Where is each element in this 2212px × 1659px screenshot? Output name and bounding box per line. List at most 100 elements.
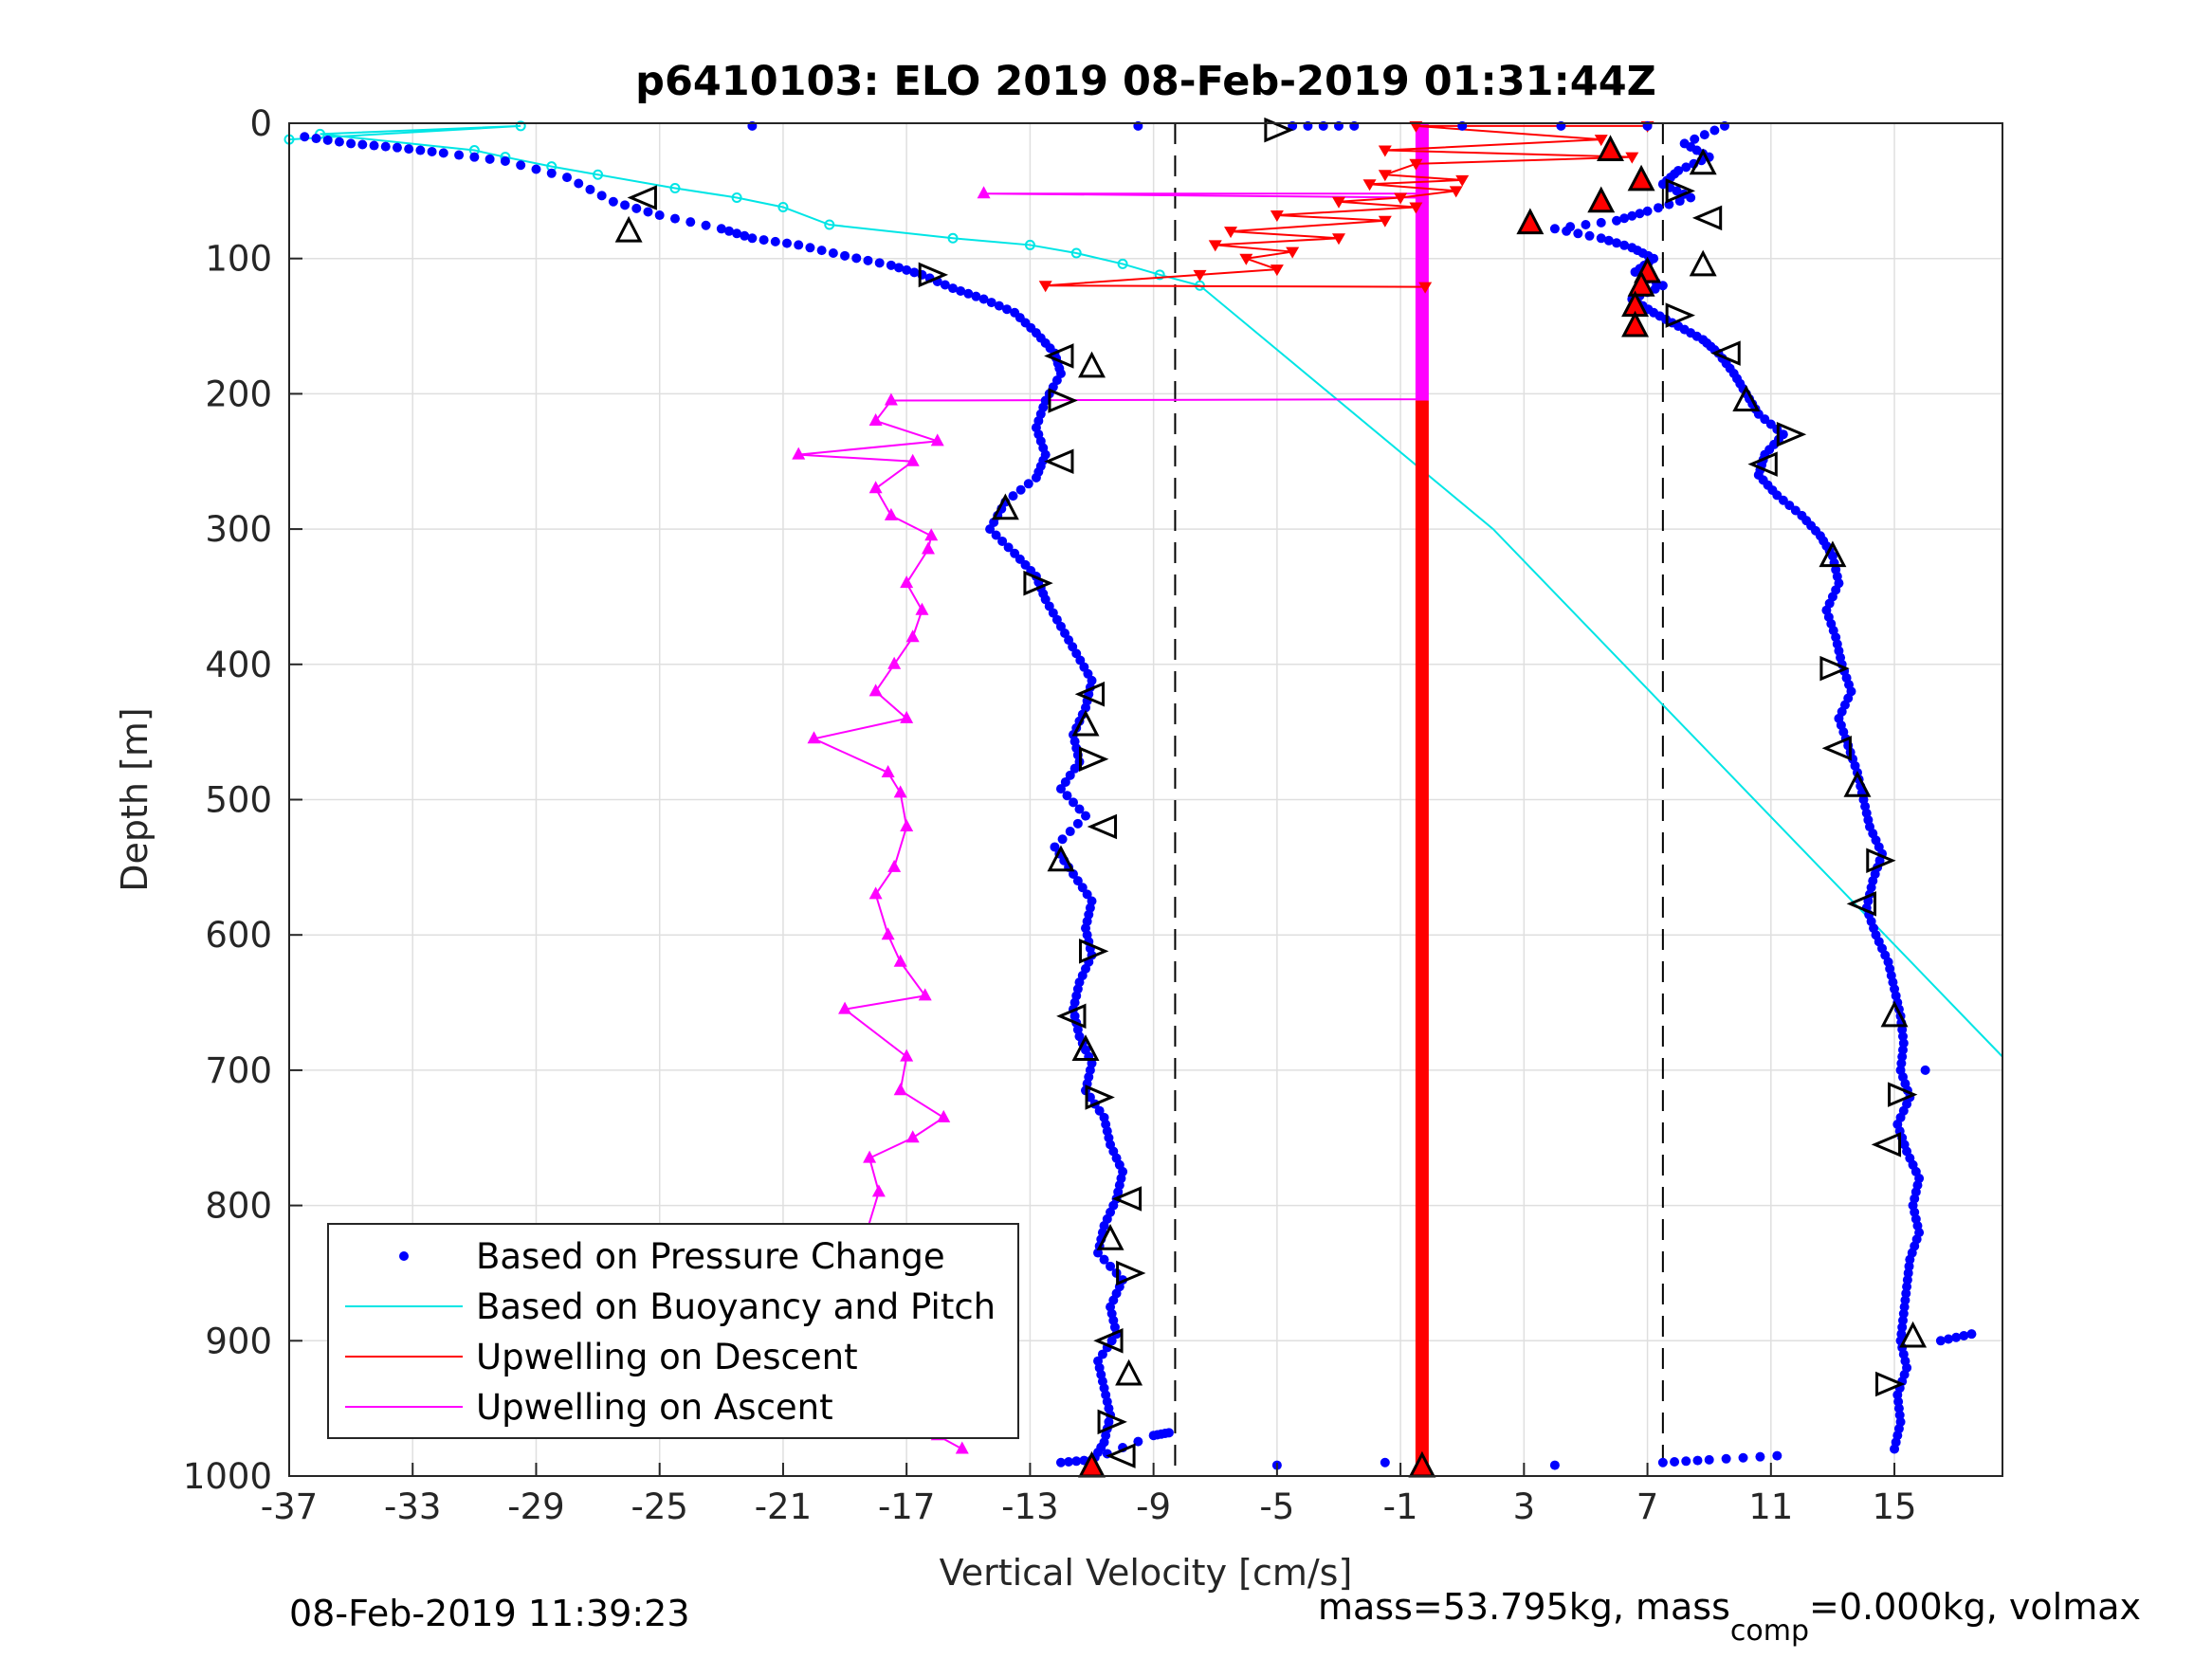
pressure-point (894, 263, 905, 273)
pressure-point (759, 235, 769, 246)
x-tick-label: -37 (261, 1486, 318, 1527)
footer-mass-info: mass=53.795kg, masscomp=0.000kg, volmax (1318, 1586, 2141, 1648)
y-tick-label: 300 (205, 509, 272, 550)
ascent-point (937, 1109, 951, 1122)
pressure-point (1704, 1454, 1714, 1465)
marker-triangle (918, 262, 949, 288)
marker-triangle (1846, 891, 1876, 917)
pressure-point (1573, 228, 1583, 239)
x-tick-label: -25 (631, 1486, 687, 1527)
pressure-point (1082, 889, 1092, 900)
pressure-point (1055, 784, 1066, 794)
pressure-point (427, 146, 437, 156)
pressure-point (851, 253, 862, 264)
pressure-point (1966, 1329, 1977, 1340)
descent-point (1270, 210, 1284, 223)
y-tick-label: 600 (205, 915, 272, 956)
marker-triangle (1689, 148, 1717, 175)
pressure-point (1709, 125, 1720, 136)
pressure-point (1064, 1457, 1074, 1468)
pressure-point (415, 145, 426, 155)
pressure-point (1023, 479, 1033, 489)
pressure-point (886, 260, 896, 270)
pressure-point (1657, 1457, 1668, 1468)
pressure-point (1635, 209, 1645, 219)
ascent-point (887, 656, 902, 669)
descent-zero-band (1415, 400, 1429, 1469)
legend-box (327, 1223, 1019, 1439)
pressure-point (816, 246, 827, 256)
ascent-point (868, 481, 883, 494)
ascent-point (863, 1150, 877, 1163)
marker-triangle (1116, 1260, 1146, 1286)
pressure-point (909, 267, 920, 278)
pressure-point (516, 160, 526, 171)
pressure-point (1069, 763, 1080, 774)
marker-triangle (614, 215, 643, 243)
descent-point (1378, 145, 1392, 157)
legend-marker (399, 1251, 409, 1261)
pressure-point (1603, 235, 1614, 246)
pressure-point (1008, 491, 1018, 501)
descent-point (1362, 179, 1377, 191)
pressure-point (1065, 827, 1075, 837)
ascent-point (930, 433, 944, 447)
ascent-point (921, 541, 935, 555)
pressure-point (1612, 238, 1622, 248)
marker-triangle (1866, 848, 1896, 873)
pressure-point (991, 530, 1001, 540)
footer-timestamp: 08-Feb-2019 11:39:23 (289, 1593, 690, 1634)
pressure-point (1097, 1349, 1107, 1359)
marker-triangle (1071, 709, 1100, 737)
footer-mass-subscript: comp (1730, 1614, 1809, 1648)
pressure-point (1674, 196, 1685, 207)
pressure-point (574, 178, 584, 189)
pressure-point (1093, 1248, 1104, 1258)
pressure-point (985, 524, 996, 535)
pressure-point (469, 152, 480, 162)
y-tick-label: 500 (205, 780, 272, 821)
pressure-point (686, 217, 696, 228)
pressure-point (585, 184, 595, 194)
marker-triangle (1264, 117, 1294, 143)
pressure-point (357, 139, 368, 150)
marker-triangle (1899, 1321, 1928, 1348)
descent-point (1208, 240, 1222, 252)
descent-point (1286, 246, 1300, 259)
marker-triangle (1087, 813, 1118, 840)
pressure-point (1596, 217, 1606, 228)
pressure-point (716, 224, 726, 234)
marker-triangle (1747, 451, 1778, 477)
ascent-point (915, 602, 929, 615)
pressure-point (380, 141, 391, 152)
ascent-point (792, 447, 806, 460)
pressure-point (805, 243, 815, 253)
footer-mass-part1: mass=53.795kg, mass (1318, 1586, 1730, 1628)
descent-point (1331, 233, 1345, 246)
pressure-point (828, 247, 838, 258)
x-tick-label: 11 (1748, 1486, 1793, 1527)
chart-title: p6410103: ELO 2019 08-Feb-2019 01:31:44Z (635, 58, 1656, 105)
pressure-point (620, 200, 631, 210)
marker-triangle (1097, 1409, 1127, 1435)
pressure-point (1686, 192, 1696, 203)
pressure-point (1163, 1428, 1174, 1438)
y-tick-label: 100 (205, 239, 272, 280)
pressure-point (531, 164, 541, 174)
descent-point (1378, 170, 1392, 182)
ascent-point (868, 886, 883, 900)
ascent-point (807, 731, 821, 744)
marker-triangle (1023, 570, 1053, 596)
descent-point (1409, 202, 1423, 214)
descent-point (1418, 282, 1433, 294)
pressure-point (840, 250, 850, 261)
pressure-point (1077, 883, 1088, 893)
y-tick-label: 200 (205, 374, 272, 414)
marker-triangle (1665, 302, 1695, 328)
x-tick-label: 3 (1513, 1486, 1536, 1527)
pressure-point (732, 228, 742, 239)
x-tick-label: -17 (878, 1486, 935, 1527)
pressure-point (1549, 1460, 1560, 1470)
pressure-point (484, 154, 495, 164)
pressure-point (963, 288, 974, 299)
